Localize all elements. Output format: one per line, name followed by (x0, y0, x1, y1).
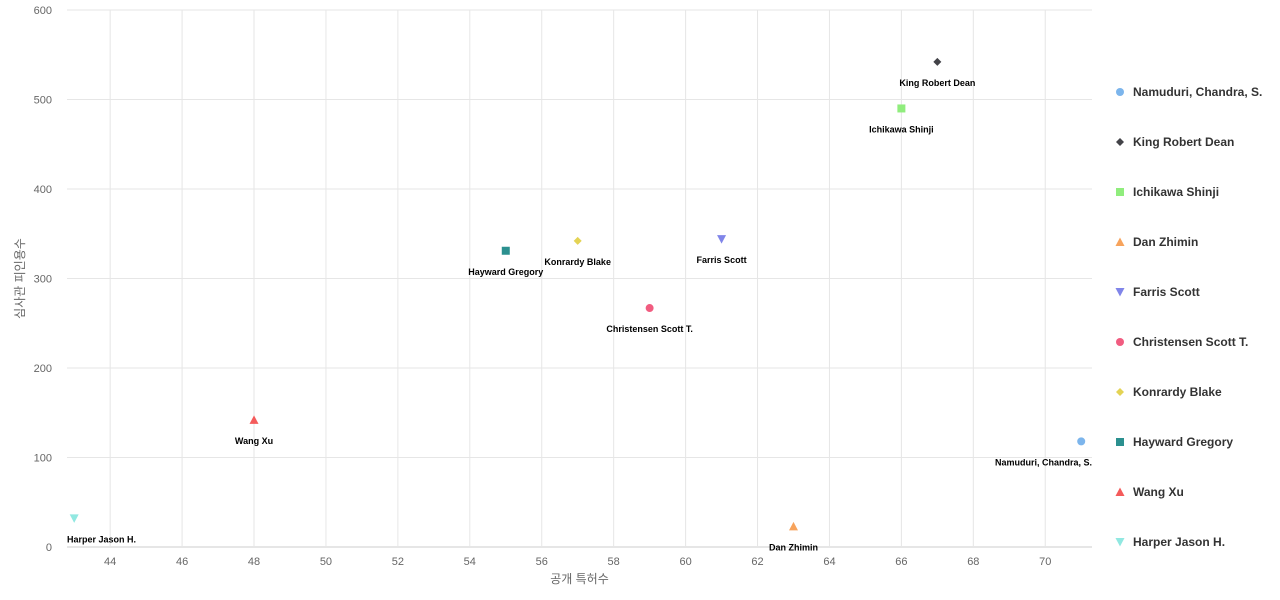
x-tick-label: 56 (536, 556, 548, 568)
point-label: Christensen Scott T. (606, 324, 693, 334)
legend-marker (1115, 288, 1125, 297)
data-point (645, 304, 654, 313)
legend-item[interactable]: Namuduri, Chandra, S. (1116, 85, 1262, 99)
x-tick-label: 52 (392, 556, 404, 568)
data-point (69, 514, 79, 523)
legend-marker (1116, 188, 1124, 196)
legend-label: Harper Jason H. (1133, 535, 1225, 549)
legend-label: Wang Xu (1133, 485, 1184, 499)
x-tick-label: 48 (248, 556, 260, 568)
x-tick-label: 46 (176, 556, 188, 568)
x-tick-label: 62 (751, 556, 763, 568)
grid (67, 9, 1092, 548)
y-tick-label: 100 (34, 453, 52, 465)
y-tick-label: 600 (34, 5, 52, 17)
x-axis-title: 공개 특허수 (550, 572, 609, 586)
x-tick-label: 58 (608, 556, 620, 568)
point-label: Konrardy Blake (544, 257, 611, 267)
legend-item[interactable]: Wang Xu (1115, 485, 1184, 499)
legend[interactable]: Namuduri, Chandra, S. King Robert Dean Ich… (1115, 85, 1263, 549)
legend-marker (1115, 237, 1125, 246)
legend-item[interactable]: Harper Jason H. (1115, 535, 1226, 549)
x-tick-label: 50 (320, 556, 332, 568)
legend-item[interactable]: Christensen Scott T. (1116, 335, 1248, 349)
legend-marker (1116, 338, 1124, 346)
legend-marker (1116, 138, 1124, 146)
legend-item[interactable]: King Robert Dean (1116, 135, 1234, 149)
legend-item[interactable]: Konrardy Blake (1116, 385, 1222, 399)
y-tick-label: 300 (34, 274, 52, 286)
axis-ticks: 0 100 200 300 400 500 600 44 46 48 50 52 54 56 58 60 62 6… (34, 5, 1052, 568)
legend-label: Namuduri, Chandra, S. (1133, 85, 1262, 99)
data-point (717, 235, 727, 244)
data-point (501, 246, 510, 255)
point-label: Dan Zhimin (769, 542, 818, 552)
legend-item[interactable]: Farris Scott (1115, 285, 1200, 299)
data-point (897, 104, 906, 113)
y-tick-label: 0 (46, 542, 52, 554)
legend-marker (1116, 388, 1124, 396)
y-tick-label: 500 (34, 95, 52, 107)
legend-label: Hayward Gregory (1133, 435, 1233, 449)
legend-label: Christensen Scott T. (1133, 335, 1248, 349)
x-tick-label: 54 (464, 556, 476, 568)
x-tick-label: 44 (104, 556, 116, 568)
x-tick-label: 70 (1039, 556, 1051, 568)
legend-marker (1115, 487, 1125, 496)
data-point (249, 415, 259, 424)
point-label: Hayward Gregory (468, 267, 543, 277)
legend-label: Ichikawa Shinji (1133, 185, 1219, 199)
data-point (933, 57, 942, 66)
legend-item[interactable]: Ichikawa Shinji (1116, 185, 1219, 199)
data-point (1077, 437, 1086, 446)
data-points: Namuduri, Chandra, S. King Robert Dean Ich… (67, 57, 1092, 552)
legend-item[interactable]: Dan Zhimin (1115, 235, 1199, 249)
legend-label: Konrardy Blake (1133, 385, 1222, 399)
data-point (573, 236, 582, 245)
x-tick-label: 64 (823, 556, 835, 568)
legend-label: Dan Zhimin (1133, 235, 1198, 249)
x-tick-label: 68 (967, 556, 979, 568)
data-point (788, 521, 798, 531)
x-tick-label: 60 (679, 556, 691, 568)
legend-marker (1116, 438, 1124, 446)
point-label: King Robert Dean (899, 78, 975, 88)
y-axis-title: 심사관 피인용수 (13, 238, 27, 319)
point-label: Namuduri, Chandra, S. (995, 457, 1092, 467)
legend-label: King Robert Dean (1133, 135, 1234, 149)
y-tick-label: 200 (34, 363, 52, 375)
y-tick-label: 400 (34, 184, 52, 196)
x-tick-label: 66 (895, 556, 907, 568)
legend-marker (1116, 88, 1124, 96)
point-label: Farris Scott (697, 255, 747, 265)
point-label: Wang Xu (235, 436, 273, 446)
legend-marker (1115, 538, 1125, 547)
legend-label: Farris Scott (1133, 285, 1200, 299)
point-label: Harper Jason H. (67, 534, 136, 544)
point-label: Ichikawa Shinji (869, 124, 934, 134)
legend-item[interactable]: Hayward Gregory (1116, 435, 1233, 449)
